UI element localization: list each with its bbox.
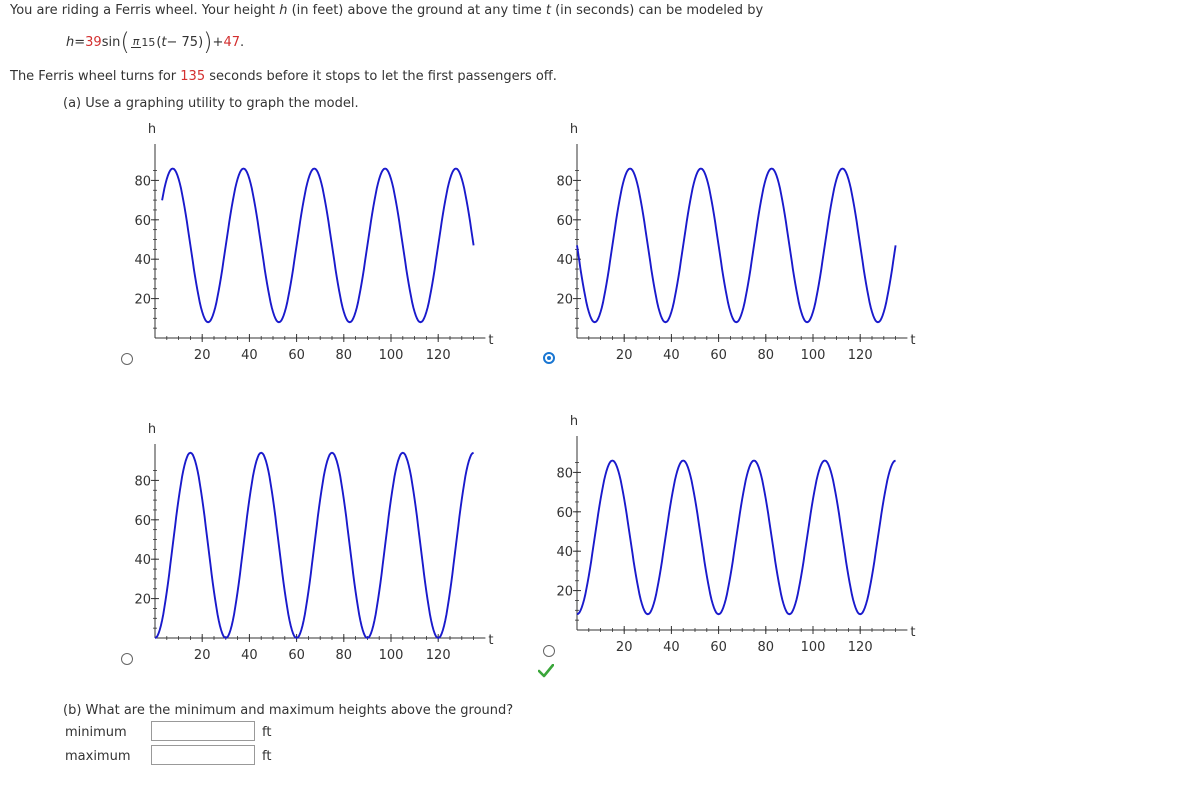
x-tick-label: 20 [616, 348, 633, 363]
model-formula: h = 39 sin(π 15(t − 75)) + 47. [66, 28, 245, 56]
x-tick-label: 60 [710, 640, 727, 655]
y-axis-label: h [570, 414, 578, 429]
x-axis-label: t [488, 333, 493, 348]
x-tick-label: 80 [758, 640, 775, 655]
part-a-prompt: (a) Use a graphing utility to graph the … [63, 96, 359, 111]
y-tick-label: 20 [556, 585, 573, 600]
y-tick-label: 20 [134, 593, 151, 608]
graph-option-radio-top-right[interactable] [543, 352, 555, 364]
y-tick-label: 40 [556, 545, 573, 560]
x-tick-label: 120 [848, 640, 873, 655]
series-line-top-left [161, 167, 475, 324]
y-tick-label: 40 [134, 553, 151, 568]
y-tick-label: 20 [134, 293, 151, 308]
maximum-label: maximum [65, 749, 131, 764]
x-tick-label: 60 [288, 348, 305, 363]
maximum-input[interactable] [151, 745, 255, 765]
x-tick-label: 80 [336, 348, 353, 363]
x-axis-label: t [910, 333, 915, 348]
y-tick-label: 40 [556, 253, 573, 268]
x-tick-label: 120 [426, 648, 451, 663]
y-tick-label: 80 [134, 174, 151, 189]
series-line-bottom-left [154, 451, 474, 640]
series-line-top-right [576, 167, 897, 324]
y-axis-label: h [148, 422, 156, 437]
graph-option-radio-bottom-left[interactable] [121, 653, 133, 665]
x-tick-label: 100 [379, 348, 404, 363]
x-tick-label: 60 [710, 348, 727, 363]
x-tick-label: 20 [194, 348, 211, 363]
x-tick-label: 120 [426, 348, 451, 363]
series-line-bottom-right [576, 459, 896, 616]
y-tick-label: 40 [134, 253, 151, 268]
x-tick-label: 100 [801, 348, 826, 363]
part-b-prompt: (b) What are the minimum and maximum hei… [63, 703, 514, 718]
minimum-unit: ft [262, 725, 272, 740]
x-axis-label: t [488, 633, 493, 648]
y-axis-label: h [148, 122, 156, 137]
checkmark-icon [538, 664, 554, 678]
x-tick-label: 80 [336, 648, 353, 663]
minimum-input[interactable] [151, 721, 255, 741]
x-tick-label: 40 [241, 648, 258, 663]
y-tick-label: 80 [134, 474, 151, 489]
turn-duration-text: The Ferris wheel turns for 135 seconds b… [10, 69, 557, 84]
x-tick-label: 20 [616, 640, 633, 655]
x-tick-label: 100 [801, 640, 826, 655]
minimum-label: minimum [65, 725, 127, 740]
graph-option-radio-bottom-right[interactable] [543, 645, 555, 657]
x-tick-label: 60 [288, 648, 305, 663]
y-tick-label: 20 [556, 293, 573, 308]
x-tick-label: 20 [194, 648, 211, 663]
x-tick-label: 100 [379, 648, 404, 663]
y-tick-label: 80 [556, 174, 573, 189]
y-tick-label: 60 [134, 214, 151, 229]
x-tick-label: 120 [848, 348, 873, 363]
y-tick-label: 80 [556, 466, 573, 481]
x-tick-label: 40 [663, 348, 680, 363]
x-axis-label: t [910, 625, 915, 640]
maximum-unit: ft [262, 749, 272, 764]
y-tick-label: 60 [134, 514, 151, 529]
x-tick-label: 40 [241, 348, 258, 363]
y-tick-label: 60 [556, 506, 573, 521]
x-tick-label: 80 [758, 348, 775, 363]
x-tick-label: 40 [663, 640, 680, 655]
y-axis-label: h [570, 122, 578, 137]
y-tick-label: 60 [556, 214, 573, 229]
question-intro: You are riding a Ferris wheel. Your heig… [10, 3, 764, 18]
graph-option-radio-top-left[interactable] [121, 353, 133, 365]
